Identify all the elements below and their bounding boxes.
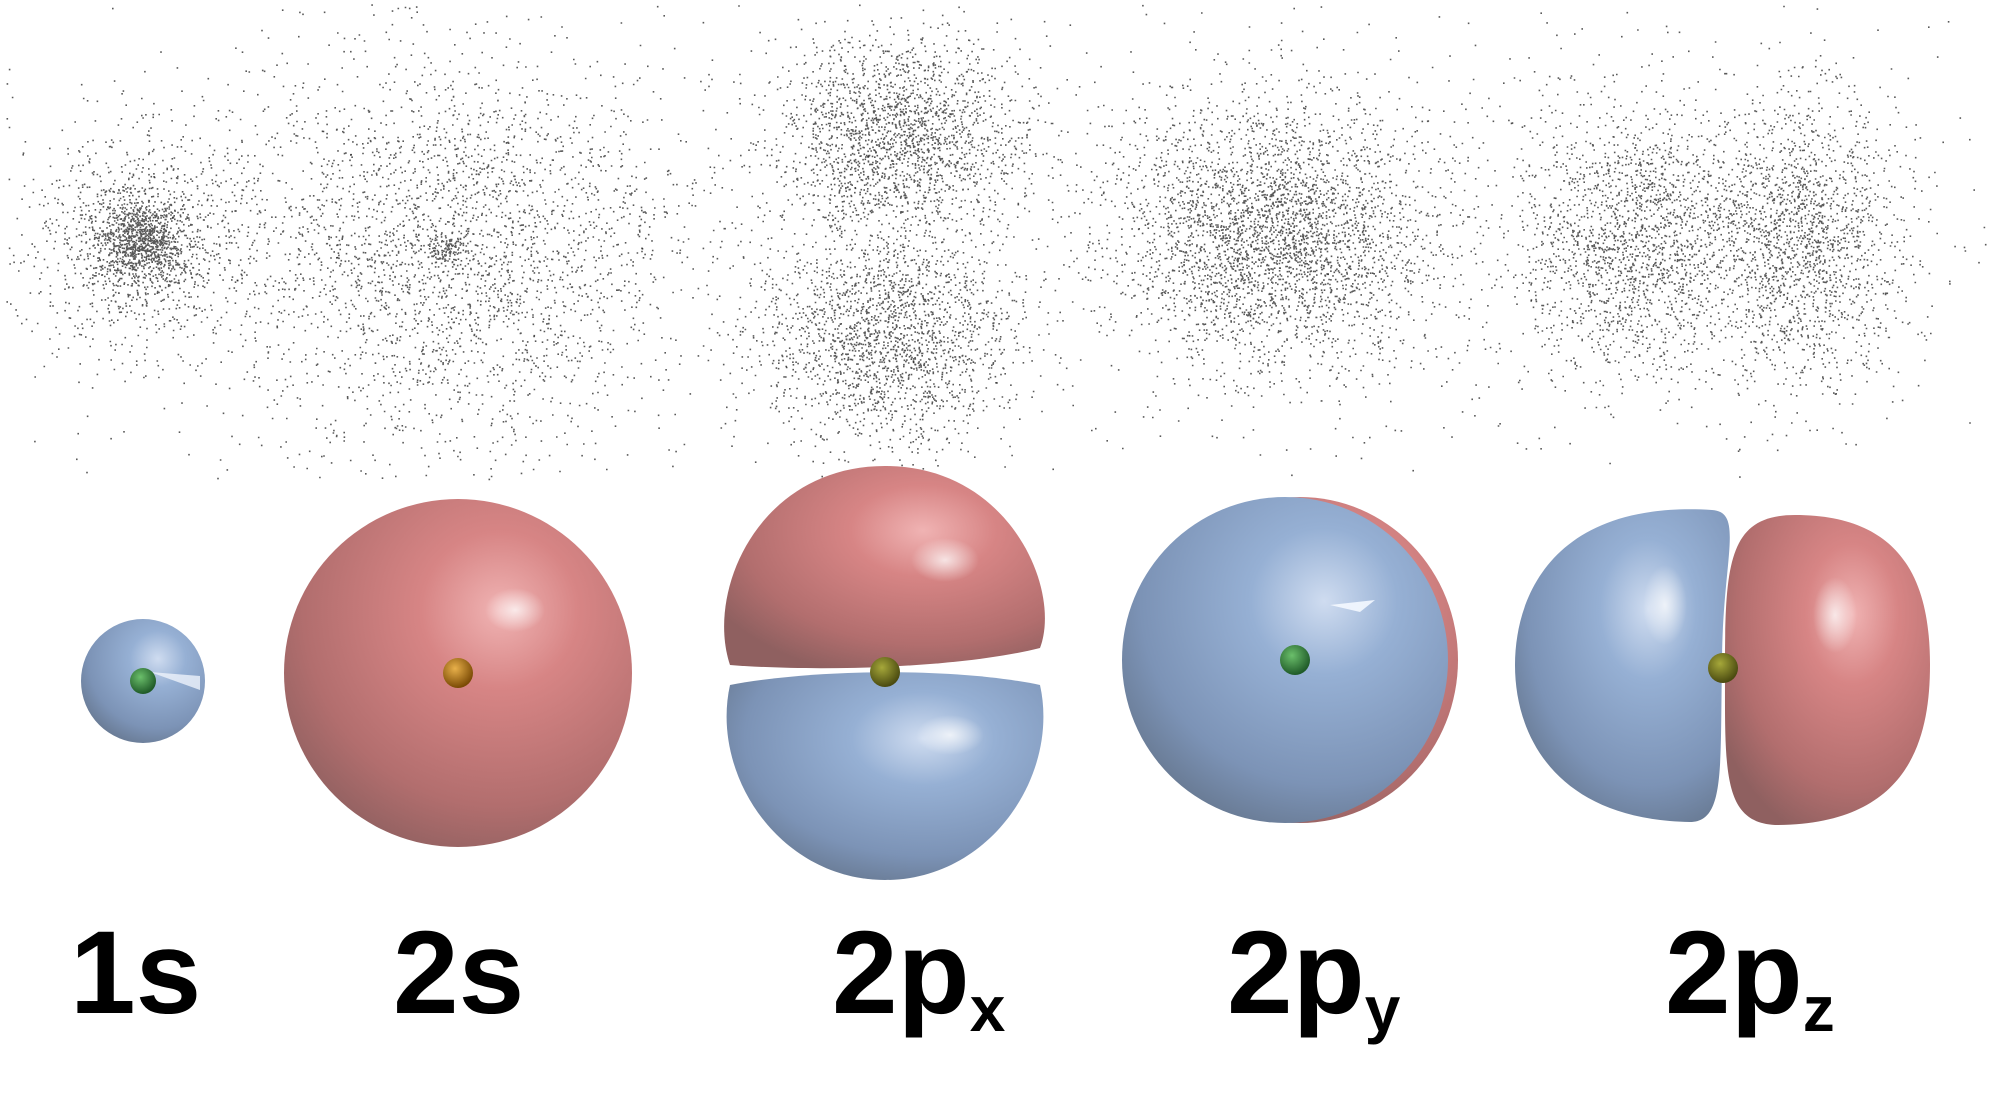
label-1s: 1s [70, 907, 201, 1039]
orbital-surface-2px [724, 466, 1045, 880]
cloud-2pz [1197, 5, 1987, 478]
label-2py: 2py [1227, 907, 1401, 1045]
label-2pz: 2pz [1665, 907, 1835, 1045]
orbital-surface-1s [81, 619, 205, 743]
nucleus-icon [130, 668, 156, 694]
orbital-surface-2s [284, 499, 632, 847]
nucleus-icon [1708, 653, 1738, 683]
orbital-labels: 1s 2s 2px 2py 2pz [70, 907, 1835, 1045]
lobe-positive [724, 466, 1045, 669]
nucleus-icon [870, 657, 900, 687]
orbital-surface-2pz [1515, 509, 1930, 825]
nucleus-icon [1280, 645, 1310, 675]
label-2px: 2px [832, 907, 1006, 1045]
cloud-1s [6, 67, 456, 443]
orbital-surface-2py [1122, 497, 1458, 823]
lobe-negative [726, 672, 1044, 880]
lobe-negative [1515, 509, 1730, 822]
cloud-2py [821, 6, 1688, 477]
probability-density-clouds [6, 4, 1987, 481]
cloud-2s [6, 4, 1135, 481]
label-2s: 2s [393, 907, 524, 1039]
lobe-positive [1724, 515, 1930, 825]
cloud-2px [448, 4, 1279, 480]
nucleus-icon [443, 658, 473, 688]
